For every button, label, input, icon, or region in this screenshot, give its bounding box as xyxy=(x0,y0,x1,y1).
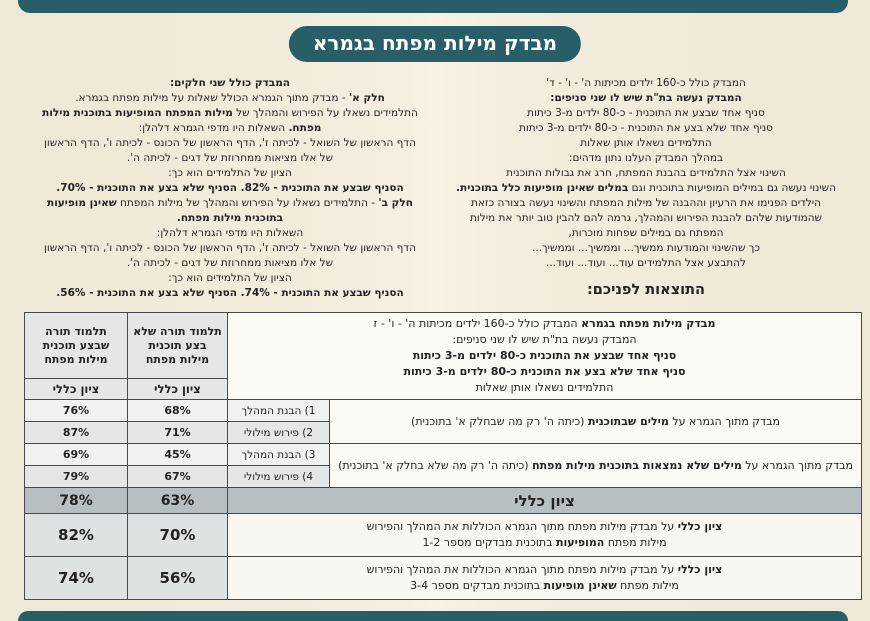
summary-no-program: 56% xyxy=(126,556,228,600)
text-line: מבדק מילות מפתח בגמרא המבדק כולל כ-160 י… xyxy=(373,317,716,330)
summary-desc-2: ציון כללי על מבדק מילות מפתח מתוך הגמרא … xyxy=(226,556,863,600)
bottom-decorative-bar xyxy=(18,611,848,621)
text-line: בתוכנית מילות מפתח. xyxy=(176,212,284,224)
col-header-no-program: תלמוד תורה שלא בצע תוכנית מילות מפתח xyxy=(126,312,228,379)
total-no-program: 63% xyxy=(126,487,228,514)
text-line: הסניף שבצע את התוכנית - 74%. הסניף שלא ב… xyxy=(56,287,404,299)
score-program: 76% xyxy=(23,399,128,422)
group-desc-not-in-program: מבדק מתוך הגמרא על מילים שלא נמצאות בתוכ… xyxy=(329,443,862,488)
score-header-no-program: ציון כללי xyxy=(126,378,228,400)
text-line: המפתח גם במילים שפחות מוכרות, xyxy=(568,227,724,239)
text-line: חלק ב' - התלמידים נשאלו על הפירוש והמהלך… xyxy=(47,197,413,209)
text-line: הסניף שבצע את התוכנית - 82%. הסניף שלא ב… xyxy=(56,182,404,194)
results-table: מבדק מילות מפתח בגמרא המבדק כולל כ-160 י… xyxy=(23,312,863,600)
summary-row: ציון כללי על מבדק מילות מפתח מתוך הגמרא … xyxy=(23,556,863,600)
score-program: 87% xyxy=(23,421,128,444)
text-line: סניף אחד שבצע את התוכנית - כ-80 ילדים מ-… xyxy=(527,107,765,119)
text-line: חלק א' - מבדק מתוך הגמרא הכולל שאלות על … xyxy=(75,92,385,104)
summary-no-program: 70% xyxy=(126,513,228,557)
text-line: התלמידים נשאלו אותן שאלות xyxy=(475,381,614,394)
text-line: המבדק נעשה בת"ת שיש לו שני סניפים: xyxy=(550,92,742,104)
text-line: של אלו מציאות ממחרוזת של דגים - לכיתה ה'… xyxy=(126,257,334,269)
text-line: השאלות היו מדפי הגמרא דלהלן: xyxy=(156,227,304,239)
score-no-program: 71% xyxy=(126,421,228,444)
text-line: הדף הראשון של השואל - לכיתה ז', הדף הראש… xyxy=(44,242,416,254)
total-program: 78% xyxy=(23,487,128,514)
table-row: 2) פירוש מילולי 71% 87% xyxy=(23,421,861,444)
table-row: 4) פירוש מילולי 67% 79% xyxy=(23,465,861,488)
page-title: מבדק מילות מפתח בגמרא xyxy=(288,26,582,62)
text-line: סניף אחד שלא בצע את התוכנית - כ-80 ילדים… xyxy=(519,122,773,134)
table-row: מבדק מתוך הגמרא על מילים שלא נמצאות בתוכ… xyxy=(23,443,862,488)
summary-program: 74% xyxy=(23,556,128,600)
text-line: מפתח. השאלות היו מדפי הגמרא דלהלן: xyxy=(138,122,322,134)
text-line: הציון של התלמידים הוא כך: xyxy=(168,272,292,284)
text-line: המבדק נעשה בת"ת שיש לו שני סניפים: xyxy=(452,333,637,346)
score-program: 69% xyxy=(23,443,128,466)
row-label: 3) הבנת המהלך xyxy=(226,443,331,466)
text-line: שהמודעות שלהם להבנת הפירוש והמהלך, גרמה … xyxy=(469,212,822,224)
table-intro-cell: מבדק מילות מפתח בגמרא המבדק כולל כ-160 י… xyxy=(226,312,863,400)
row-label: 2) פירוש מילולי xyxy=(226,421,331,444)
col-header-program: תלמוד תורה שבצע תוכנית מילות מפתח xyxy=(23,312,128,379)
text-line: של אלו מציאות ממחרוזת של דגים - לכיתה ה'… xyxy=(126,152,334,164)
text-line: סניף אחד שבצע את התוכנית כ-80 ילדים מ-3 … xyxy=(412,349,677,362)
results-heading: התוצאות לפניכם: xyxy=(586,282,706,298)
intro-paragraph: המבדק כולל כ-160 ילדים מכיתות ה' - ו' - … xyxy=(432,76,860,271)
text-line: הדף הראשון של השואל - לכיתה ז', הדף הראש… xyxy=(44,137,416,149)
total-label: ציון כללי xyxy=(226,487,863,514)
summary-line: מילות מפתח המופיעות בתוכנית מבדקים מספר … xyxy=(422,536,667,549)
score-program: 79% xyxy=(23,465,128,488)
score-no-program: 68% xyxy=(126,399,228,422)
text-line: המבדק כולל שני חלקים: xyxy=(169,77,291,89)
text-line: סניף אחד שלא בצע את התוכנית כ-80 ילדים מ… xyxy=(403,365,686,378)
text-line: התלמידים נשאלו אותן שאלות xyxy=(580,137,712,149)
parts-paragraph: המבדק כולל שני חלקים: חלק א' - מבדק מתוך … xyxy=(28,76,432,301)
top-decorative-bar xyxy=(18,0,848,13)
text-line: להתבצע אצל התלמידים עוד... ועוד... ועוד.… xyxy=(545,257,747,269)
text-line: התלמידים נשאלו על הפירוש והמהלך של מילות… xyxy=(42,107,418,119)
table-row: מבדק מתוך הגמרא על מילים שבתוכנית (כיתה … xyxy=(23,399,862,444)
text-line: במהלך המבדק העלנו נתון מדהים: xyxy=(568,152,724,164)
row-label: 4) פירוש מילולי xyxy=(226,465,331,488)
score-header-program: ציון כללי xyxy=(23,378,128,400)
text-line: השינוי נעשה גם במילים המופיעות בתוכנית ו… xyxy=(456,182,836,194)
text-line: כך שהשינוי והמודעות ממשיך... וממשיך... ו… xyxy=(532,242,760,254)
text-line: הילדים הפנימו את הרעיון וההבנה של מילות … xyxy=(471,197,821,209)
summary-line: מילות מפתח שאינן מופיעות בתוכנית מבדקים … xyxy=(410,579,679,592)
score-no-program: 45% xyxy=(126,443,228,466)
text-line: המבדק כולל כ-160 ילדים מכיתות ה' - ו' - … xyxy=(546,77,746,89)
score-no-program: 67% xyxy=(126,465,228,488)
text-line: הציון של התלמידים הוא כך: xyxy=(168,167,292,179)
summary-line: ציון כללי על מבדק מילות מפתח מתוך הגמרא … xyxy=(366,520,723,533)
summary-line: ציון כללי על מבדק מילות מפתח מתוך הגמרא … xyxy=(366,563,723,576)
group-desc-in-program: מבדק מתוך הגמרא על מילים שבתוכנית (כיתה … xyxy=(329,399,862,444)
summary-row: ציון כללי על מבדק מילות מפתח מתוך הגמרא … xyxy=(23,513,863,557)
summary-program: 82% xyxy=(23,513,128,557)
text-line: השינוי אצל התלמידים בהבנת המפתח, חרג את … xyxy=(506,167,786,179)
row-label: 1) הבנת המהלך xyxy=(226,399,331,422)
summary-desc-1: ציון כללי על מבדק מילות מפתח מתוך הגמרא … xyxy=(226,513,863,557)
total-row: ציון כללי 63% 78% xyxy=(23,487,863,514)
